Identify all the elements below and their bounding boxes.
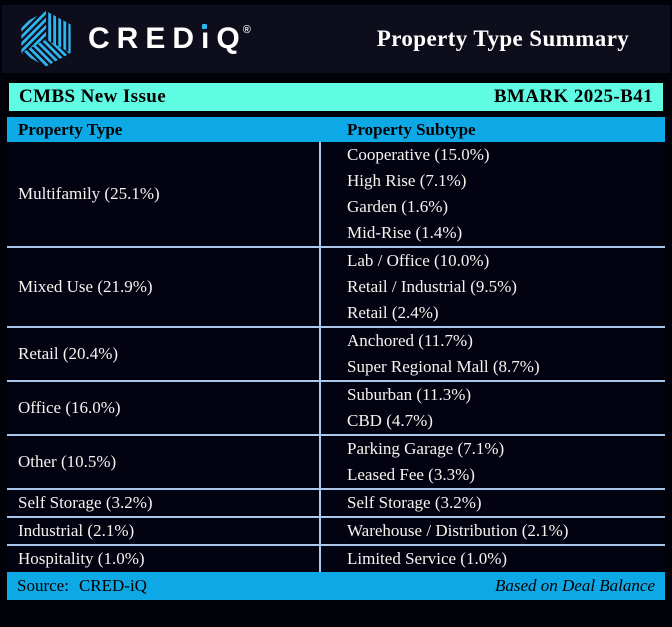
deal-bar: CMBS New Issue BMARK 2025-B41 [7,81,665,113]
summary-table: CMBS New Issue BMARK 2025-B41 Property T… [7,81,665,600]
property-subtype-line: High Rise (7.1%) [347,171,467,190]
property-subtype-line: Limited Service (1.0%) [347,549,508,568]
table-row-industrial: Industrial (2.1%) Warehouse / Distributi… [7,516,665,544]
table-header-row: Property Type Property Subtype [7,117,665,142]
property-subtype-cell: Anchored (11.7%) Super Regional Mall (8.… [321,328,665,380]
property-subtype-cell: Lab / Office (10.0%) Retail / Industrial… [321,248,665,326]
table-row-self-storage: Self Storage (3.2%) Self Storage (3.2%) [7,488,665,516]
property-subtype-cell: Cooperative (15.0%) High Rise (7.1%) Gar… [321,142,665,246]
property-type-cell: Office (16.0%) [7,382,321,434]
property-subtype-cell: Parking Garage (7.1%) Leased Fee (3.3%) [321,436,665,488]
property-subtype-line: CBD (4.7%) [347,411,433,430]
basis-note: Based on Deal Balance [494,576,655,595]
deal-name: BMARK 2025-B41 [493,86,653,107]
crediq-cube-icon [21,11,71,67]
property-subtype-line: Cooperative (15.0%) [347,145,490,164]
property-subtype-cell: Warehouse / Distribution (2.1%) [321,518,665,544]
table-row-office: Office (16.0%) Suburban (11.3%) CBD (4.7… [7,380,665,434]
wordmark-i: ı [201,22,217,55]
table-row-hospitality: Hospitality (1.0%) Limited Service (1.0%… [7,544,665,572]
property-subtype-line: Leased Fee (3.3%) [347,465,475,484]
deal-category: CMBS New Issue [19,86,167,107]
property-subtype-cell: Suburban (11.3%) CBD (4.7%) [321,382,665,434]
property-subtype-line: Super Regional Mall (8.7%) [347,357,540,376]
table-body: Multifamily (25.1%) Cooperative (15.0%) … [7,142,665,572]
property-subtype-line: Garden (1.6%) [347,197,449,216]
wordmark-cred: CRED [88,22,202,55]
logo-i-dot-icon [202,24,208,29]
property-subtype-line: Warehouse / Distribution (2.1%) [347,521,569,540]
column-header-property-type: Property Type [18,120,123,139]
property-type-cell: Multifamily (25.1%) [7,142,321,246]
wordmark-q: Q [216,22,247,55]
table-row-other: Other (10.5%) Parking Garage (7.1%) Leas… [7,434,665,488]
property-subtype-line: Anchored (11.7%) [347,331,473,350]
page-title: Property Type Summary [376,26,630,51]
table-row-retail: Retail (20.4%) Anchored (11.7%) Super Re… [7,326,665,380]
property-subtype-line: Parking Garage (7.1%) [347,439,505,458]
property-subtype-cell: Self Storage (3.2%) [321,490,665,516]
property-subtype-line: Retail (2.4%) [347,303,439,322]
property-subtype-cell: Limited Service (1.0%) [321,546,665,572]
property-subtype-line: Lab / Office (10.0%) [347,251,490,270]
property-type-cell: Self Storage (3.2%) [7,490,321,516]
column-header-property-subtype: Property Subtype [347,120,476,139]
property-subtype-line: Self Storage (3.2%) [347,493,482,512]
source-value: CRED-iQ [78,576,147,595]
source-line: Source: CRED-iQ [17,576,147,596]
property-subtype-line: Retail / Industrial (9.5%) [347,277,517,296]
property-type-cell: Hospitality (1.0%) [7,546,321,572]
property-type-cell: Industrial (2.1%) [7,518,321,544]
property-subtype-line: Suburban (11.3%) [347,385,472,404]
footer-bar: Source: CRED-iQ Based on Deal Balance [7,572,665,600]
property-type-cell: Other (10.5%) [7,436,321,488]
table-row-multifamily: Multifamily (25.1%) Cooperative (15.0%) … [7,142,665,246]
property-subtype-line: Mid-Rise (1.4%) [347,223,463,242]
crediq-logo: CRED ı Q ® [18,9,251,69]
source-label: Source: [17,576,69,595]
crediq-wordmark: CRED ı Q ® [88,22,251,56]
header-band: CRED ı Q ® [2,5,670,73]
property-type-cell: Mixed Use (21.9%) [7,248,321,326]
property-type-cell: Retail (20.4%) [7,328,321,380]
registered-mark: ® [242,24,251,36]
table-row-mixed-use: Mixed Use (21.9%) Lab / Office (10.0%) R… [7,246,665,326]
